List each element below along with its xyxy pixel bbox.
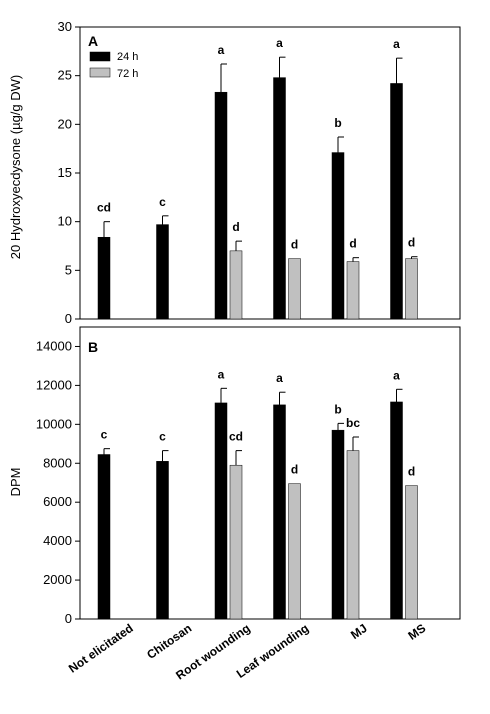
y-axis-title-a: 20 Hydroxyecdysone (µg/g DW) <box>8 75 23 260</box>
significance-label: bc <box>346 416 360 430</box>
significance-label: cd <box>97 201 111 215</box>
bar-24h <box>390 401 403 620</box>
bar-24h <box>214 91 228 320</box>
y-axis-title-b: DPM <box>8 468 23 497</box>
significance-label: a <box>393 37 400 51</box>
significance-label: d <box>291 238 298 252</box>
y-tick-label: 0 <box>65 611 72 626</box>
significance-label: d <box>408 465 415 479</box>
significance-label: b <box>334 116 341 130</box>
y-tick-label: 2000 <box>43 572 72 587</box>
category-label: MJ <box>348 621 370 642</box>
bar-24h <box>273 404 286 620</box>
bar-72h <box>405 258 418 320</box>
bar-72h <box>346 261 360 320</box>
panel-a-label: A <box>88 33 98 49</box>
bar-24h <box>390 83 403 320</box>
category-label: Chitosan <box>144 621 194 662</box>
significance-label: a <box>218 367 225 381</box>
bar-24h <box>97 236 111 320</box>
bar-24h <box>97 454 111 620</box>
y-tick-label: 12000 <box>36 377 72 392</box>
significance-label: a <box>218 43 225 57</box>
significance-label: c <box>159 430 166 444</box>
category-label: MS <box>405 621 428 643</box>
significance-label: a <box>276 36 283 50</box>
bar-72h <box>405 485 418 620</box>
significance-label: b <box>334 402 341 416</box>
panel-a: A 24 h 72 h 20 Hydroxyecdysone (µg/g DW)… <box>8 19 461 326</box>
y-tick-label: 8000 <box>43 455 72 470</box>
y-tick-label: 5 <box>65 262 72 277</box>
bar-24h <box>214 402 228 620</box>
y-tick-label: 4000 <box>43 533 72 548</box>
bar-24h <box>156 224 169 320</box>
bar-24h <box>331 429 345 620</box>
significance-label: d <box>408 236 415 250</box>
significance-label: a <box>276 371 283 385</box>
bar-24h <box>273 77 286 320</box>
bar-72h <box>288 483 301 620</box>
y-tick-label: 15 <box>58 165 72 180</box>
legend: 24 h 72 h <box>89 51 138 80</box>
bar-72h <box>288 258 301 320</box>
bar-24h <box>331 152 345 320</box>
significance-label: d <box>291 463 298 477</box>
panel-b: B DPM 0 2000 4000 6000 8000 10000 12000 14000 c c… <box>8 326 461 626</box>
significance-label: d <box>349 237 356 251</box>
significance-label: cd <box>229 430 243 444</box>
panel-b-label: B <box>88 339 98 355</box>
y-tick-label: 20 <box>58 116 72 131</box>
bar-72h <box>229 464 243 620</box>
significance-label: a <box>393 368 400 382</box>
legend-swatch-24h <box>89 51 111 62</box>
y-tick-label: 0 <box>65 311 72 326</box>
category-label: Not elicitated <box>66 621 136 676</box>
legend-swatch-72h <box>89 67 111 78</box>
bar-72h <box>346 450 360 620</box>
y-tick-label: 6000 <box>43 494 72 509</box>
plot-frame <box>79 326 461 620</box>
significance-label: c <box>101 428 108 442</box>
legend-label-72h: 72 h <box>117 68 138 80</box>
y-tick-label: 30 <box>58 19 72 34</box>
legend-label-24h: 24 h <box>117 51 138 63</box>
bar-72h <box>229 250 243 320</box>
y-tick-label: 25 <box>58 68 72 83</box>
significance-label: c <box>159 195 166 209</box>
y-tick-label: 10 <box>58 214 72 229</box>
y-tick-label: 10000 <box>36 416 72 431</box>
significance-label: d <box>232 220 239 234</box>
y-tick-label: 14000 <box>36 338 72 353</box>
bar-24h <box>156 461 169 620</box>
